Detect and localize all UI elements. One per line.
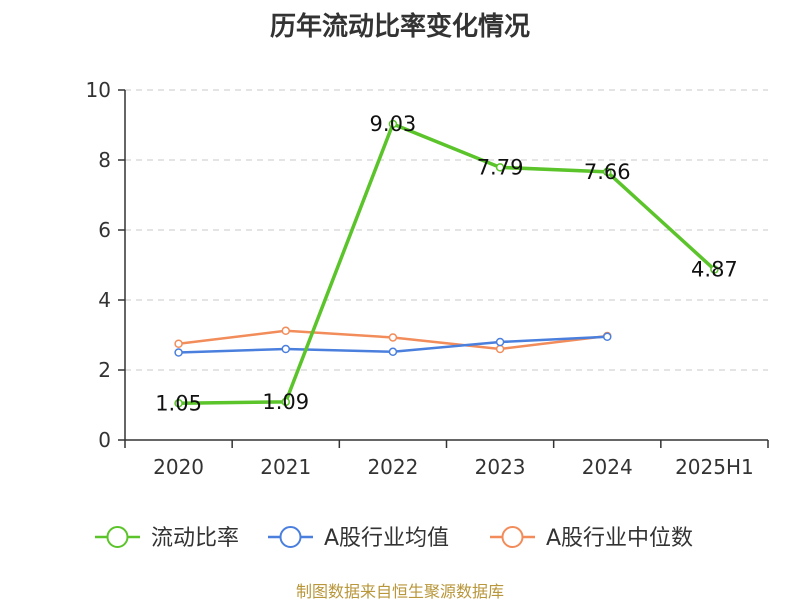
data-point <box>174 399 183 408</box>
legend-label: A股行业中位数 <box>546 526 693 551</box>
legend-label: A股行业均值 <box>324 526 449 551</box>
data-point <box>495 344 505 354</box>
x-tick-label: 2024 <box>582 455 633 479</box>
data-point <box>388 119 398 129</box>
x-tick-label: 2023 <box>475 455 526 479</box>
x-tick-label: 2025H1 <box>675 455 754 479</box>
legend-label: 流动比率 <box>151 526 239 551</box>
data-point <box>603 332 612 341</box>
y-tick-label: 8 <box>98 148 111 172</box>
data-point <box>388 347 398 357</box>
data-point <box>281 326 290 336</box>
series-line <box>178 122 716 405</box>
data-label: 7.79 <box>477 155 524 179</box>
data-label: 1.05 <box>155 391 202 415</box>
y-tick-label: 0 <box>98 428 111 452</box>
y-tick-label: 4 <box>98 288 111 312</box>
data-point <box>174 339 183 348</box>
data-point <box>281 344 290 354</box>
data-point <box>603 167 612 177</box>
data-label: 7.66 <box>584 160 631 184</box>
data-point <box>495 163 505 172</box>
x-tick-label: 2020 <box>153 455 204 479</box>
source-credit: 制图数据来自恒生聚源数据库 <box>295 582 504 601</box>
y-tick-label: 6 <box>98 218 111 242</box>
data-point <box>281 397 290 407</box>
legend-marker <box>279 526 302 548</box>
data-point <box>495 337 505 347</box>
chart-title: 历年流动比率变化情况 <box>269 12 530 42</box>
y-tick-label: 10 <box>86 78 111 102</box>
data-label: 4.87 <box>691 258 738 282</box>
y-tick-label: 2 <box>98 358 111 382</box>
legend-marker <box>501 526 524 548</box>
x-tick-label: 2022 <box>367 455 418 479</box>
x-tick-label: 2021 <box>260 455 311 479</box>
legend-marker <box>106 526 129 548</box>
data-label: 9.03 <box>370 112 417 136</box>
data-label: 1.09 <box>262 390 309 414</box>
data-point <box>174 348 183 357</box>
data-point <box>710 265 719 274</box>
data-point <box>388 333 398 342</box>
